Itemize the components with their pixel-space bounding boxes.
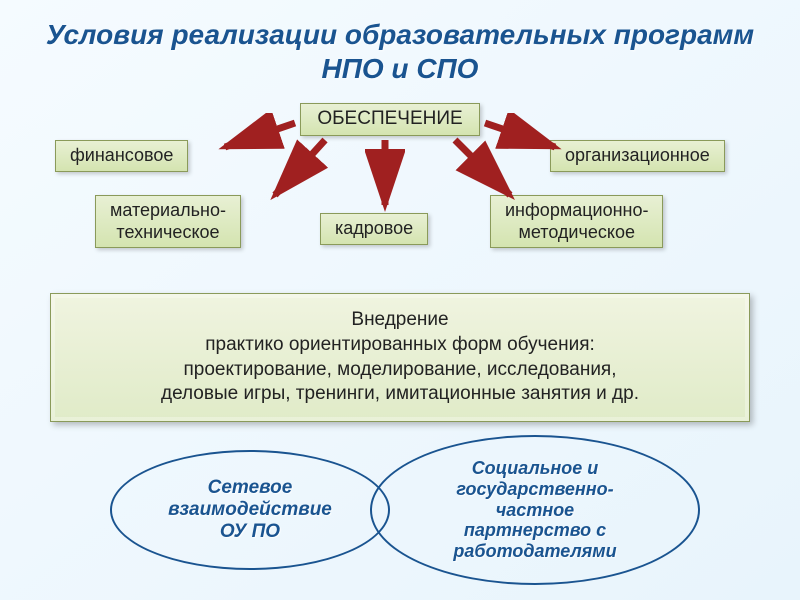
ellipse-network: Сетевое взаимодействие ОУ ПО	[110, 450, 390, 570]
ellipse-partnership: Социальное и государственно- частное пар…	[370, 435, 700, 585]
arrow-down-right	[445, 135, 525, 205]
center-box: ОБЕСПЕЧЕНИЕ	[300, 103, 480, 136]
ellipses-area: Сетевое взаимодействие ОУ ПО Социальное …	[0, 430, 800, 600]
arrow-down-center	[365, 135, 405, 215]
box-material-tech: материально- техническое	[95, 195, 241, 248]
box-organizational: организационное	[550, 140, 725, 172]
diagram-area: ОБЕСПЕЧЕНИЕ финансовое организационное м…	[0, 95, 800, 285]
implementation-textblock: Внедрение практико ориентированных форм …	[50, 293, 750, 422]
arrow-down-left	[260, 135, 340, 205]
box-financial: финансовое	[55, 140, 188, 172]
box-personnel: кадровое	[320, 213, 428, 245]
slide-title: Условия реализации образовательных прогр…	[0, 0, 800, 95]
